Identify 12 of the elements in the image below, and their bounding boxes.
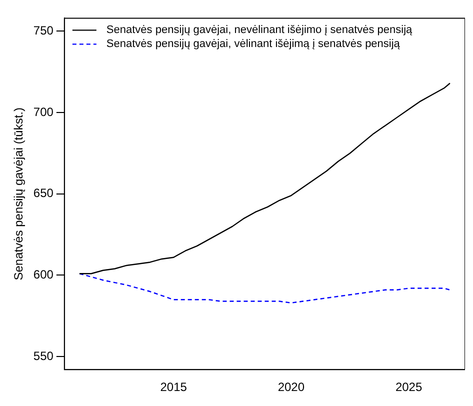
line-series [78,273,451,304]
y-tick-label: 750 [33,24,54,38]
x-tick-label: 2020 [278,380,305,394]
y-tick-label: 550 [33,348,54,363]
x-tick-label: 2025 [395,380,422,394]
x-tick-label: 2015 [160,380,188,394]
y-tick-label: 650 [33,186,54,200]
legend-label: Senatvės pensijų gavėjai, vėlinant išėjimą į senatvės pensiją [106,38,401,50]
y-tick-label: 600 [33,268,54,282]
y-axis-title: Senatvės pensijų gavėjai (tūkst.) [12,108,26,280]
legend-label: Senatvės pensijų gavėjai, nevėlinant išėjimo į senatvės pensiją [106,24,414,36]
y-tick-label: 700 [33,104,54,119]
